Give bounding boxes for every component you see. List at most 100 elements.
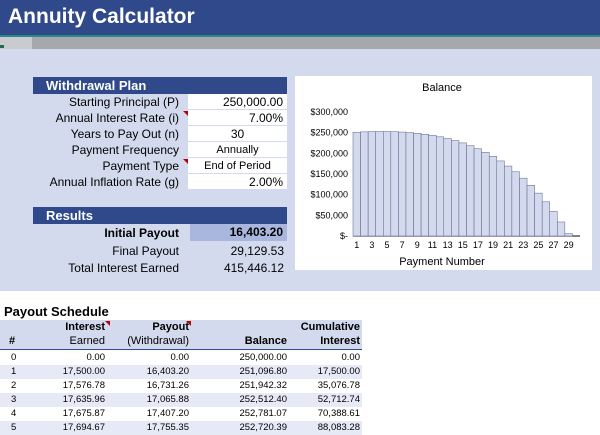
x-tick-label: 19 [488, 240, 498, 250]
balance-cell: 252,512.40 [239, 394, 287, 405]
balance-cell: 252,781.07 [239, 408, 287, 419]
table-row[interactable]: 3 17,635.96 17,065.88 252,512.40 52,712.… [0, 393, 362, 407]
col-cumulative-header-sub: Interest [320, 335, 360, 347]
table-row[interactable]: 0 0.00 0.00 250,000.00 0.00 [0, 351, 362, 365]
col-interest-header: Interest [65, 321, 105, 333]
inflation-rate-input[interactable]: 2.00% [188, 174, 287, 190]
balance-bar [398, 131, 407, 237]
x-tick-label: 27 [549, 240, 559, 250]
final-payout-label: Final Payout [112, 244, 179, 258]
cumulative-cell: 17,500.00 [317, 366, 360, 377]
chart-title: Balance [422, 82, 462, 94]
cumulative-cell: 88,083.28 [317, 422, 360, 433]
years-label: Years to Pay Out (n) [70, 127, 179, 141]
comment-indicator-icon[interactable] [105, 321, 110, 326]
balance-bar [496, 160, 505, 237]
balance-bar [473, 148, 482, 237]
payout-cell: 16,731.26 [146, 380, 189, 391]
y-tick-label: $300,000 [310, 107, 348, 117]
balance-bar [504, 165, 513, 237]
balance-bar [413, 133, 422, 237]
initial-payout-value: 16,403.20 [190, 224, 287, 241]
y-tick-label: $100,000 [310, 190, 348, 200]
table-row[interactable]: 1 17,500.00 16,403.20 251,096.80 17,500.… [0, 365, 362, 379]
total-interest-value: 415,446.12 [223, 261, 284, 275]
interest-rate-input[interactable]: 7.00% [188, 110, 287, 126]
balance-bar [367, 131, 376, 237]
table-row[interactable]: 5 17,694.67 17,755.35 252,720.39 88,083.… [0, 421, 362, 435]
balance-bar [451, 140, 460, 237]
starting-principal-input[interactable]: 250,000.00 [188, 94, 287, 110]
comment-indicator-icon[interactable] [183, 159, 188, 164]
active-cell-marker [0, 45, 4, 48]
balance-bar [526, 185, 535, 237]
comment-indicator-icon[interactable] [183, 111, 188, 116]
interest-cell: 17,675.87 [62, 408, 105, 419]
payout-cell: 17,065.88 [146, 394, 189, 405]
interest-cell: 0.00 [86, 352, 106, 363]
balance-bar [488, 156, 498, 237]
balance-chart-svg: Balance Payment Number $300,000 $250,000 $… [310, 82, 580, 268]
final-payout-value: 29,129.53 [230, 244, 284, 258]
app-title: Annuity Calculator [8, 5, 195, 28]
balance-bar [458, 142, 467, 237]
balance-bar [549, 211, 558, 237]
balance-bar [466, 145, 475, 237]
y-tick-label: $- [340, 231, 348, 241]
y-tick-label: $150,000 [310, 169, 348, 179]
payout-cell: 17,755.35 [146, 422, 189, 433]
inflation-rate-label: Annual Inflation Rate (g) [49, 175, 179, 189]
row-number: 3 [11, 394, 17, 405]
balance-bar [405, 132, 414, 237]
balance-bar [383, 131, 392, 237]
payment-type-select[interactable]: End of Period [188, 158, 287, 174]
cumulative-cell: 35,076.78 [317, 380, 360, 391]
results-header: Results [33, 207, 287, 224]
col-interest-header-sub: Earned [69, 335, 105, 347]
payment-frequency-label: Payment Frequency [71, 143, 179, 157]
x-tick-label: 7 [400, 240, 405, 250]
title-bar: Annuity Calculator [0, 0, 600, 35]
row-number: 5 [11, 422, 17, 433]
header-band [0, 37, 600, 49]
total-interest-label: Total Interest Earned [68, 261, 179, 275]
balance-bar [435, 136, 445, 237]
x-tick-label: 5 [385, 240, 390, 250]
balance-chart: Balance Payment Number $300,000 $250,000 $… [295, 76, 592, 270]
col-payout-header: Payout [152, 321, 189, 333]
x-tick-label: 11 [428, 240, 437, 250]
balance-bar [557, 221, 566, 237]
table-row[interactable]: 2 17,576.78 16,731.26 251,942.32 35,076.… [0, 379, 362, 393]
comment-indicator-icon[interactable] [186, 321, 191, 326]
header-band-highlight [0, 37, 32, 49]
years-input[interactable]: 30 [188, 126, 287, 142]
x-tick-label: 13 [443, 240, 453, 250]
x-tick-label: 21 [503, 240, 513, 250]
payout-cell: 0.00 [170, 352, 190, 363]
starting-principal-label: Starting Principal (P) [68, 95, 179, 109]
balance-bar [481, 152, 490, 237]
balance-bar [375, 131, 384, 237]
x-tick-label: 23 [518, 240, 528, 250]
interest-cell: 17,635.96 [62, 394, 105, 405]
balance-bar [443, 138, 452, 237]
x-tick-label: 1 [354, 240, 359, 250]
y-tick-label: $250,000 [310, 128, 348, 138]
interest-cell: 17,500.00 [62, 366, 105, 377]
balance-bar [534, 192, 543, 237]
balance-bar [420, 133, 429, 237]
cumulative-cell: 70,388.61 [317, 408, 360, 419]
balance-cell: 250,000.00 [239, 352, 287, 363]
payment-frequency-select[interactable]: Annually [188, 142, 287, 158]
cumulative-cell: 0.00 [341, 352, 361, 363]
table-row[interactable]: 4 17,675.87 17,407.20 252,781.07 70,388.… [0, 407, 362, 421]
balance-bar [390, 131, 399, 237]
balance-bar [428, 135, 437, 237]
balance-bar [541, 201, 550, 237]
payment-type-label: Payment Type [102, 159, 180, 173]
payout-cell: 17,407.20 [146, 408, 189, 419]
x-tick-label: 25 [533, 240, 543, 250]
col-num-header: # [9, 335, 16, 347]
balance-bar [564, 233, 573, 237]
interest-cell: 17,694.67 [62, 422, 105, 433]
